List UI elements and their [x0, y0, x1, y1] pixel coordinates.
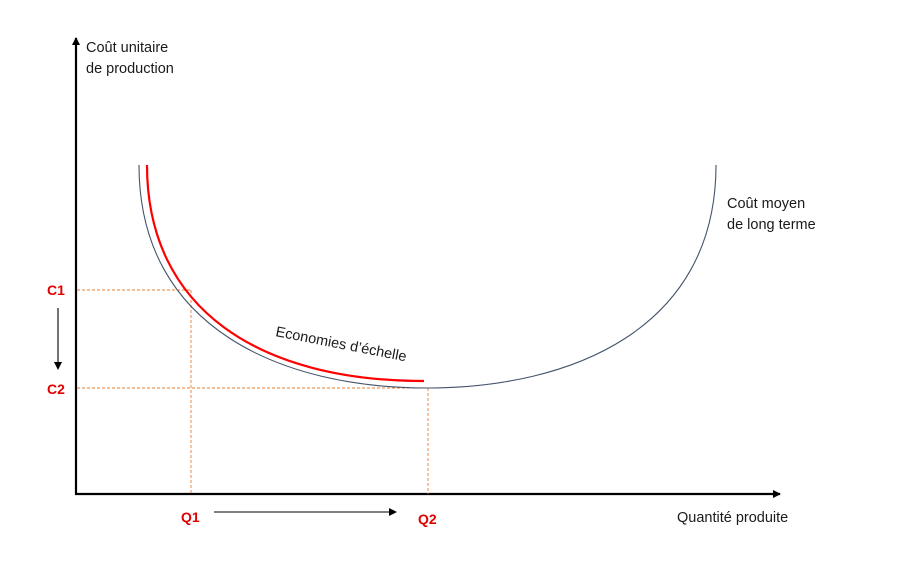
c1-tick-label: C1 — [47, 282, 65, 298]
economies-of-scale-label: Economies d’échelle — [274, 324, 408, 365]
curve-label-line-1: Coût moyen — [727, 196, 805, 212]
y-axis-title-line-2: de production — [86, 61, 174, 77]
long-run-average-cost-curve — [138, 164, 717, 389]
q1-tick-label: Q1 — [181, 509, 200, 525]
curve-label: Coût moyen de long terme — [727, 196, 816, 233]
c2-tick-label: C2 — [47, 381, 65, 397]
curve-label-line-2: de long terme — [727, 217, 816, 233]
y-axis-title: Coût unitaire de production — [86, 40, 174, 77]
x-axis-title: Quantité produite — [677, 510, 788, 526]
y-axis-title-line-1: Coût unitaire — [86, 40, 168, 56]
economies-of-scale-curve — [145, 164, 425, 383]
q2-tick-label: Q2 — [418, 511, 437, 527]
